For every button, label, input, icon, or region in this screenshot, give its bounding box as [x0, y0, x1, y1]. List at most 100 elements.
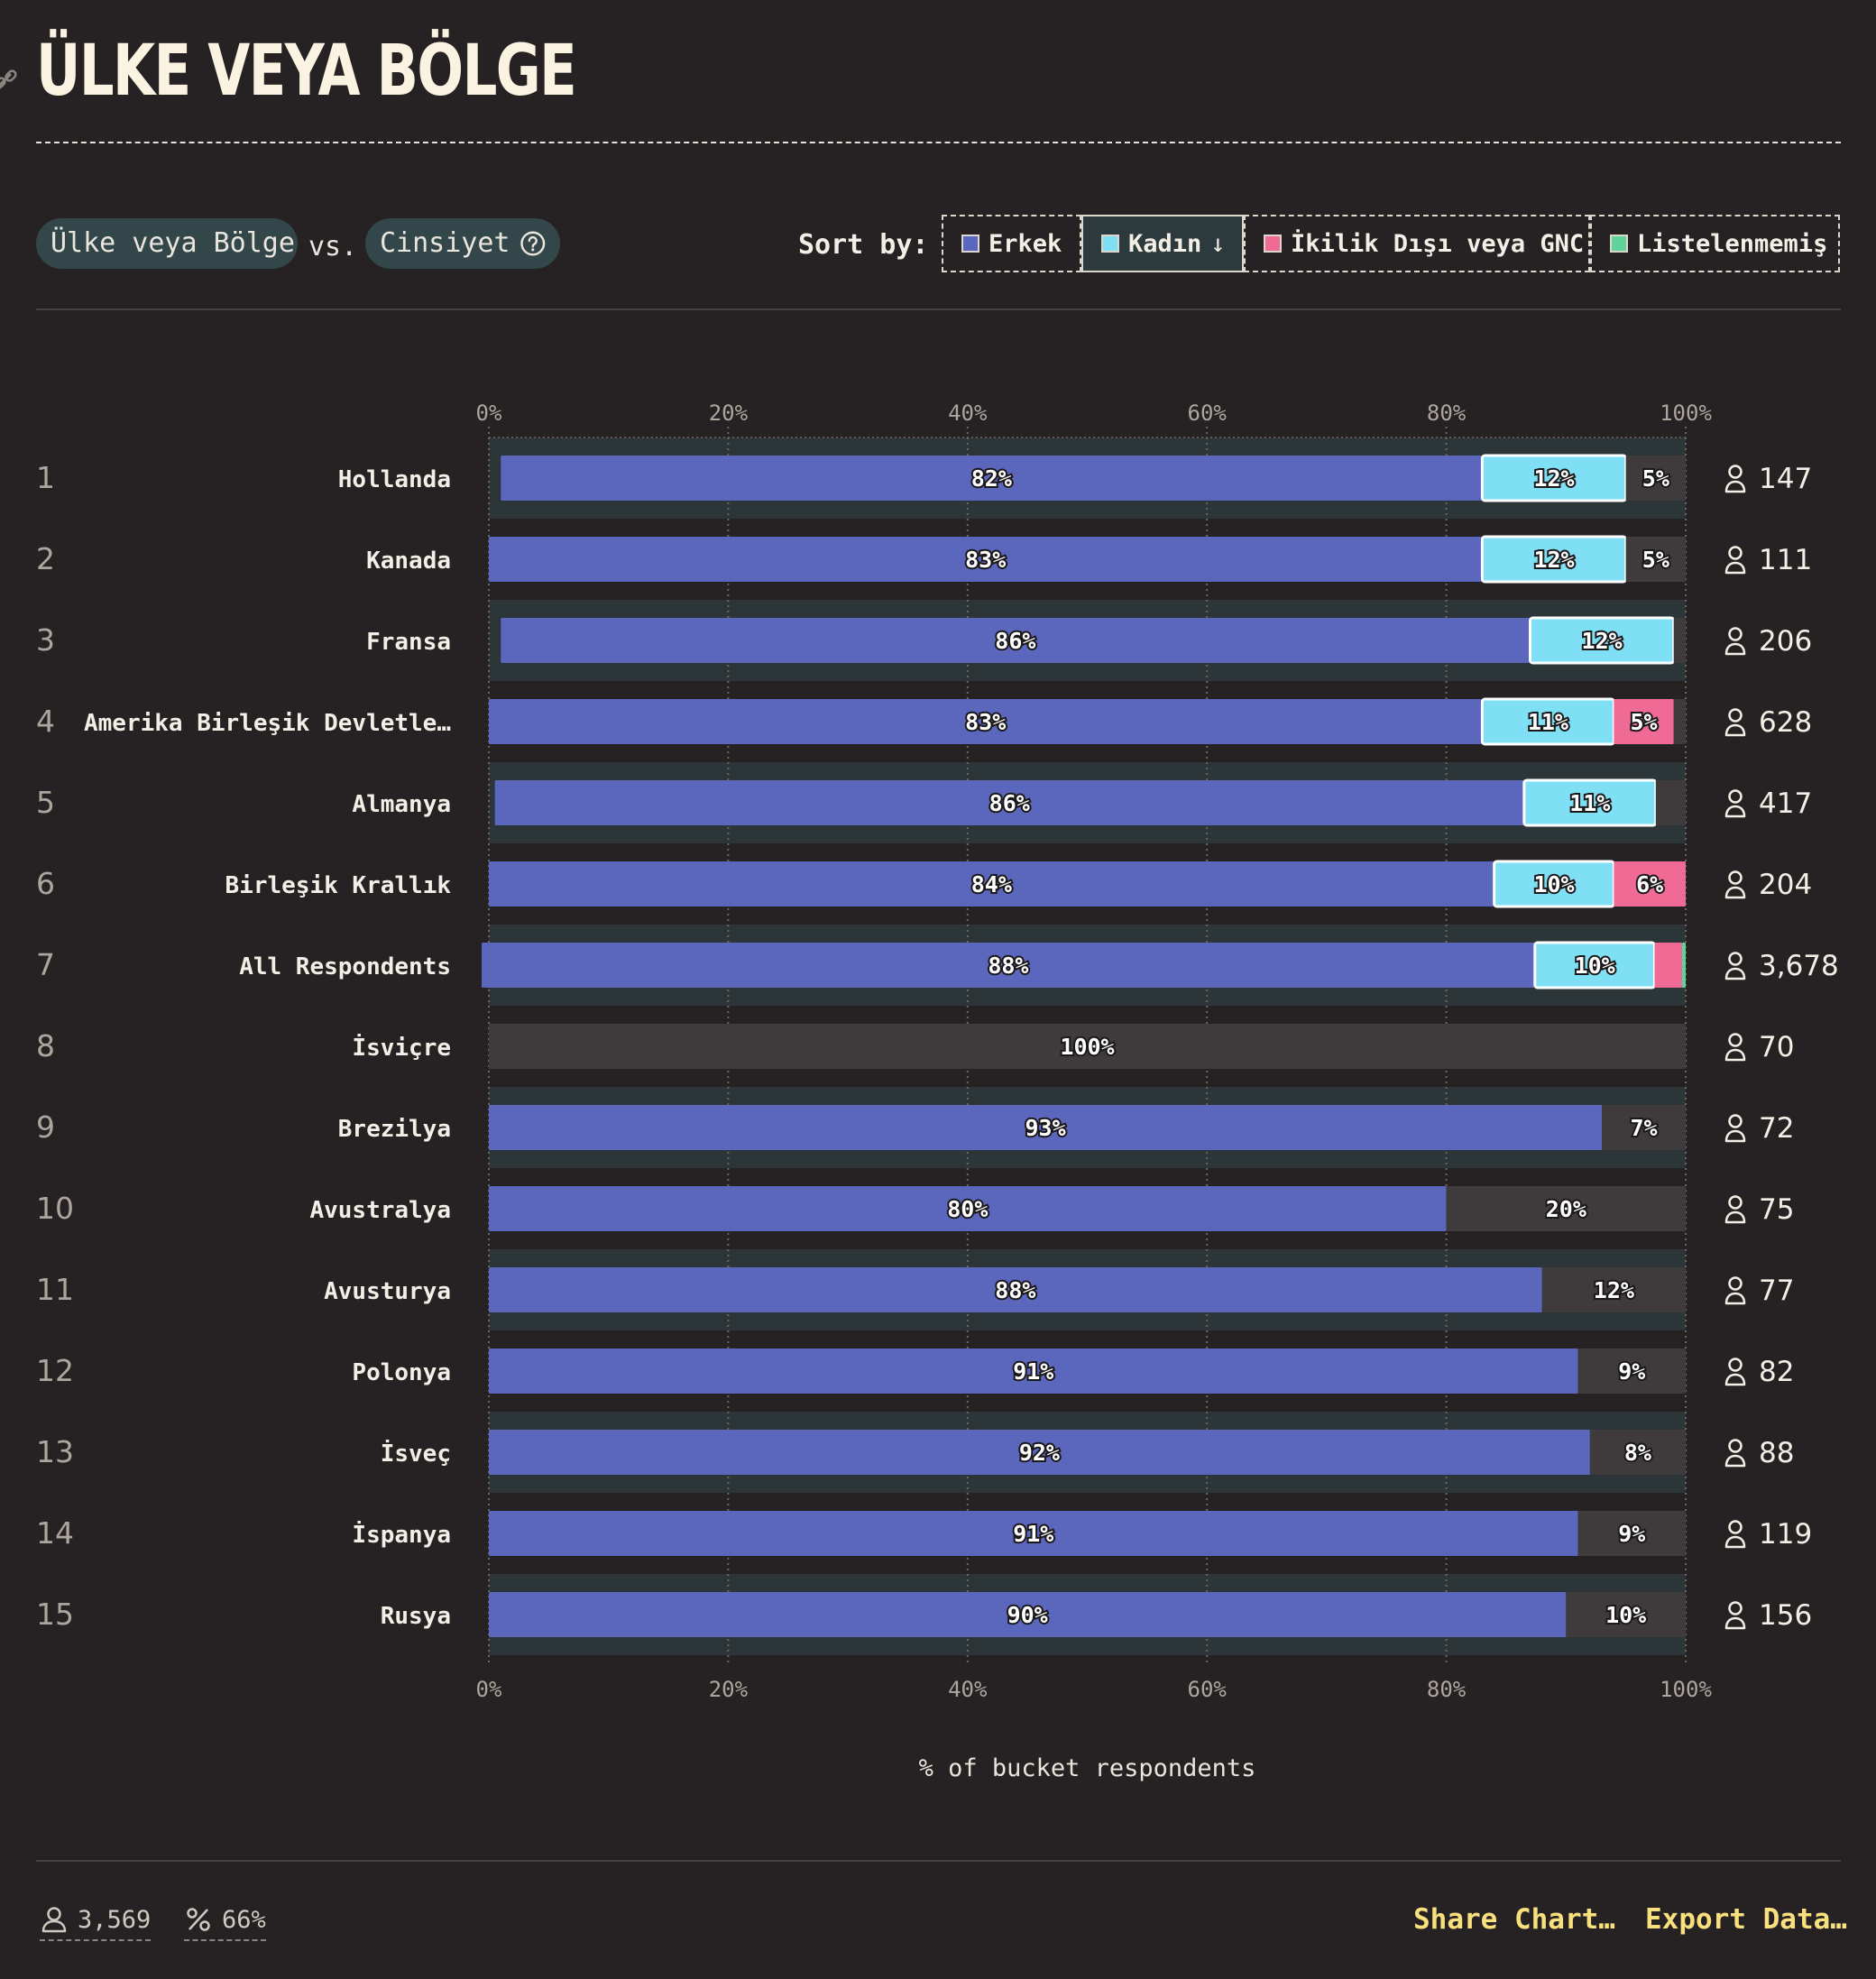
footer-divider [36, 1860, 1841, 1862]
category-label: Avusturya [324, 1278, 451, 1305]
category-label: İsviçre [352, 1033, 451, 1062]
bar-value-label: 8% [1624, 1440, 1651, 1466]
bar-value-label: 91% [1013, 1521, 1053, 1547]
respondent-count: 77 [1759, 1275, 1794, 1307]
nonbinary-swatch [1264, 235, 1282, 253]
bar-value-label: 93% [1025, 1115, 1065, 1141]
bar-value-label: 88% [988, 953, 1028, 979]
respondent-count: 88 [1759, 1437, 1794, 1469]
bar-value-label: 5% [1631, 709, 1658, 735]
sort-option-erkek[interactable]: Erkek [942, 215, 1081, 272]
sort-option-nonbinary[interactable]: İkilik Dışı veya GNC [1244, 215, 1590, 272]
person-icon [1724, 1276, 1746, 1305]
bar-segment [501, 618, 1531, 663]
bar-segment [489, 1105, 1603, 1150]
bar-value-label: 83% [965, 709, 1006, 735]
bar-value-label: 5% [1642, 465, 1669, 492]
respondents-count: 3,569 [78, 1905, 152, 1934]
bar-segment [489, 1186, 1447, 1231]
bar-segment [1654, 943, 1683, 988]
rank-label: 3 [36, 622, 55, 658]
category-label: Avustralya [309, 1197, 451, 1224]
x-tick-label-bottom: 100% [1660, 1677, 1712, 1702]
bar-value-label: 80% [947, 1196, 988, 1222]
sort-option-label: Kadın [1128, 229, 1202, 258]
category-label: Almanya [352, 791, 451, 818]
bar-value-label: 12% [1594, 1277, 1634, 1303]
bar-segment [489, 537, 1483, 582]
kadin-swatch [1101, 235, 1119, 253]
respondent-count: 204 [1759, 869, 1812, 901]
bar-value-label: 9% [1618, 1521, 1645, 1547]
sort-option-label: Listelenmemiş [1637, 229, 1828, 258]
bar-value-label: 84% [971, 871, 1012, 897]
bar-value-label: 86% [989, 790, 1030, 816]
bar-value-label: 86% [995, 628, 1035, 654]
bar-value-label: 11% [1528, 709, 1568, 735]
sort-option-unlisted[interactable]: Listelenmemiş [1590, 215, 1840, 272]
person-icon [1724, 952, 1746, 980]
bar-segment [1446, 1186, 1686, 1231]
help-icon[interactable] [520, 230, 547, 257]
rank-label: 8 [36, 1028, 55, 1063]
bar-segment [1673, 699, 1686, 744]
rank-label: 9 [36, 1109, 55, 1145]
bar-segment [489, 1024, 1686, 1069]
column-dimension-label: Cinsiyet [380, 227, 510, 259]
sort-by-label: Sort by: [798, 229, 929, 261]
respondent-count: 156 [1759, 1599, 1812, 1632]
category-label: Polonya [352, 1359, 451, 1386]
bar-segment [1673, 618, 1686, 663]
bar-segment [489, 1592, 1567, 1637]
category-label: Hollanda [338, 466, 451, 493]
bar-segment [1589, 1430, 1686, 1475]
respondent-count: 119 [1759, 1518, 1812, 1551]
bar-segment [1577, 1511, 1686, 1556]
x-tick-label-top: 20% [709, 400, 749, 426]
bar-value-label: 5% [1642, 547, 1669, 573]
vs-label: vs. [308, 231, 358, 262]
bar-segment [489, 1267, 1542, 1312]
bar-value-label: 90% [1007, 1602, 1048, 1628]
link-icon[interactable] [0, 69, 18, 94]
percent-stat[interactable]: 66% [184, 1901, 266, 1941]
bar-value-label: 88% [995, 1277, 1035, 1303]
column-dimension-selector[interactable]: Cinsiyet [365, 218, 560, 269]
bar-segment [489, 1430, 1590, 1475]
respondent-count: 628 [1759, 706, 1812, 739]
share-chart-link[interactable]: Share Chart… [1413, 1903, 1615, 1936]
bar-value-label: 91% [1013, 1358, 1053, 1385]
category-label: Birleşik Krallık [225, 872, 452, 899]
x-tick-label-top: 40% [948, 400, 988, 426]
rank-label: 2 [36, 541, 55, 576]
bar-value-label: 10% [1605, 1602, 1646, 1628]
person-icon [1724, 1601, 1746, 1630]
category-label: Fransa [366, 629, 451, 656]
export-data-link[interactable]: Export Data… [1645, 1903, 1847, 1936]
rank-label: 4 [36, 704, 55, 739]
bar-segment [1577, 1348, 1686, 1394]
sort-option-kadin[interactable]: Kadın ↓ [1081, 215, 1244, 272]
bar-value-label: 12% [1533, 547, 1574, 573]
row-dimension-selector[interactable]: Ülke veya Bölge [36, 218, 298, 269]
x-tick-label-top: 100% [1660, 400, 1712, 426]
bar-segment [1625, 456, 1686, 501]
bar-value-label: 10% [1575, 953, 1615, 979]
respondent-count: 111 [1759, 544, 1812, 576]
bar-value-label: 9% [1618, 1358, 1645, 1385]
sort-option-label: Erkek [989, 229, 1062, 258]
category-label: Kanada [366, 548, 451, 575]
person-icon [1724, 1520, 1746, 1549]
bar-value-label: 83% [965, 547, 1006, 573]
rank-label: 14 [36, 1515, 74, 1551]
x-tick-label-bottom: 40% [948, 1677, 988, 1702]
unlisted-swatch [1610, 235, 1628, 253]
bar-segment [489, 1348, 1578, 1394]
person-icon [1724, 870, 1746, 899]
rank-label: 15 [36, 1597, 74, 1632]
person-icon [1724, 1114, 1746, 1143]
bar-segment [1614, 699, 1674, 744]
respondents-stat[interactable]: 3,569 [40, 1901, 152, 1941]
person-icon [1724, 1195, 1746, 1224]
x-tick-label-top: 80% [1427, 400, 1467, 426]
